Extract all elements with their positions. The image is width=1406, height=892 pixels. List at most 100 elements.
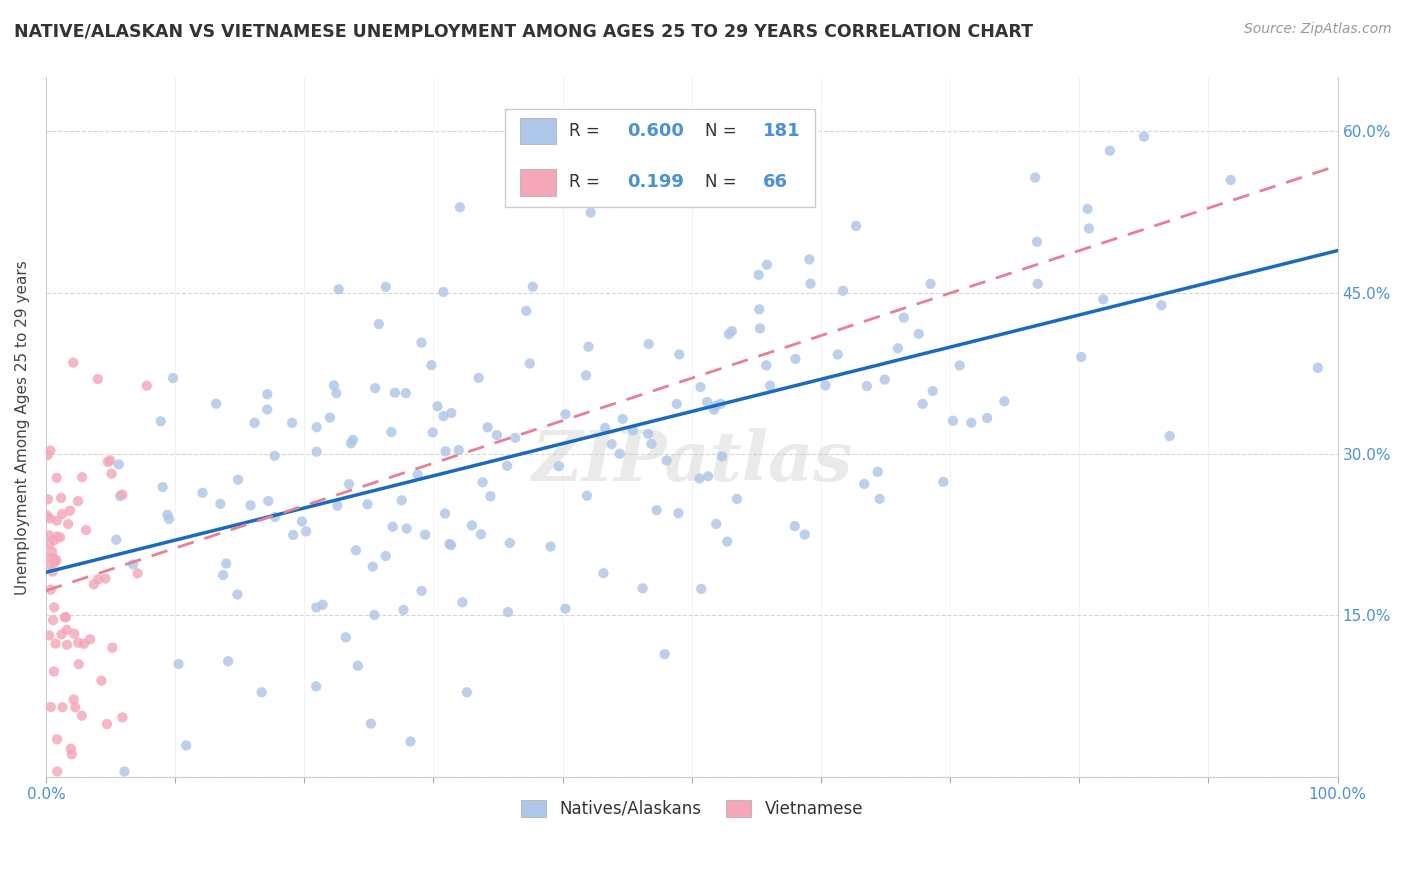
- Point: [319, 410, 342, 425]
- Point: [70, 708, 93, 723]
- Point: [94, 572, 117, 586]
- FancyBboxPatch shape: [520, 169, 557, 195]
- Text: N =: N =: [704, 122, 741, 140]
- Point: [1159, 429, 1181, 443]
- Point: [1150, 298, 1173, 312]
- Point: [406, 467, 429, 482]
- Point: [44, 600, 66, 615]
- Point: [37, 492, 59, 507]
- Point: [127, 566, 149, 581]
- Point: [157, 512, 180, 526]
- Point: [554, 601, 576, 615]
- Point: [90, 673, 112, 688]
- Point: [73, 637, 96, 651]
- Point: [440, 406, 463, 420]
- Point: [496, 605, 519, 619]
- Point: [665, 397, 688, 411]
- Point: [45, 553, 67, 567]
- Point: [305, 420, 328, 434]
- Text: 66: 66: [763, 173, 787, 192]
- Point: [347, 658, 370, 673]
- Point: [690, 582, 713, 596]
- Point: [547, 459, 569, 474]
- Point: [710, 397, 733, 411]
- Point: [257, 494, 280, 508]
- Point: [399, 734, 422, 748]
- Point: [467, 371, 489, 385]
- Point: [174, 739, 197, 753]
- Text: R =: R =: [569, 173, 605, 192]
- Point: [167, 657, 190, 671]
- Point: [873, 373, 896, 387]
- Point: [479, 489, 502, 503]
- Point: [592, 566, 614, 581]
- Point: [748, 302, 770, 317]
- Point: [456, 685, 478, 699]
- Point: [215, 557, 238, 571]
- Point: [83, 577, 105, 591]
- Point: [1077, 221, 1099, 235]
- Text: N =: N =: [704, 173, 741, 192]
- Point: [668, 506, 690, 520]
- Point: [655, 453, 678, 467]
- Point: [759, 378, 782, 392]
- Point: [374, 549, 396, 563]
- Point: [907, 326, 929, 341]
- Point: [156, 508, 179, 522]
- Point: [921, 384, 943, 398]
- Point: [79, 632, 101, 647]
- Point: [769, 168, 792, 182]
- Point: [37, 448, 59, 462]
- Point: [668, 347, 690, 361]
- Point: [721, 324, 744, 338]
- Point: [637, 337, 659, 351]
- Point: [911, 397, 934, 411]
- Point: [212, 568, 235, 582]
- Point: [264, 510, 287, 524]
- Point: [887, 342, 910, 356]
- Point: [45, 514, 67, 528]
- Point: [522, 279, 544, 293]
- Point: [53, 610, 76, 624]
- Point: [42, 551, 65, 566]
- Point: [59, 741, 82, 756]
- Point: [432, 285, 454, 299]
- Point: [342, 433, 364, 447]
- Point: [540, 540, 562, 554]
- Point: [578, 340, 600, 354]
- Point: [827, 347, 849, 361]
- Text: ZIPatlas: ZIPatlas: [531, 428, 852, 496]
- Point: [893, 310, 915, 325]
- Text: NATIVE/ALASKAN VS VIETNAMESE UNEMPLOYMENT AMONG AGES 25 TO 29 YEARS CORRELATION : NATIVE/ALASKAN VS VIETNAMESE UNEMPLOYMEN…: [14, 22, 1033, 40]
- Point: [59, 504, 82, 518]
- Point: [67, 636, 90, 650]
- Point: [239, 498, 262, 512]
- Point: [162, 371, 184, 385]
- Point: [384, 385, 406, 400]
- Point: [326, 499, 349, 513]
- Point: [75, 523, 97, 537]
- Point: [97, 455, 120, 469]
- Point: [575, 489, 598, 503]
- Point: [496, 458, 519, 473]
- Point: [432, 409, 454, 424]
- Point: [226, 473, 249, 487]
- Point: [391, 493, 413, 508]
- Point: [114, 764, 136, 779]
- Point: [51, 627, 73, 641]
- Point: [447, 443, 470, 458]
- Point: [39, 582, 62, 597]
- Point: [49, 530, 72, 544]
- Point: [697, 469, 720, 483]
- Point: [38, 528, 60, 542]
- Point: [191, 486, 214, 500]
- Point: [44, 533, 66, 548]
- FancyBboxPatch shape: [520, 118, 557, 145]
- Point: [471, 475, 494, 490]
- Point: [703, 402, 725, 417]
- Point: [755, 258, 778, 272]
- Point: [785, 351, 807, 366]
- Point: [55, 610, 77, 624]
- Point: [470, 527, 492, 541]
- Point: [364, 381, 387, 395]
